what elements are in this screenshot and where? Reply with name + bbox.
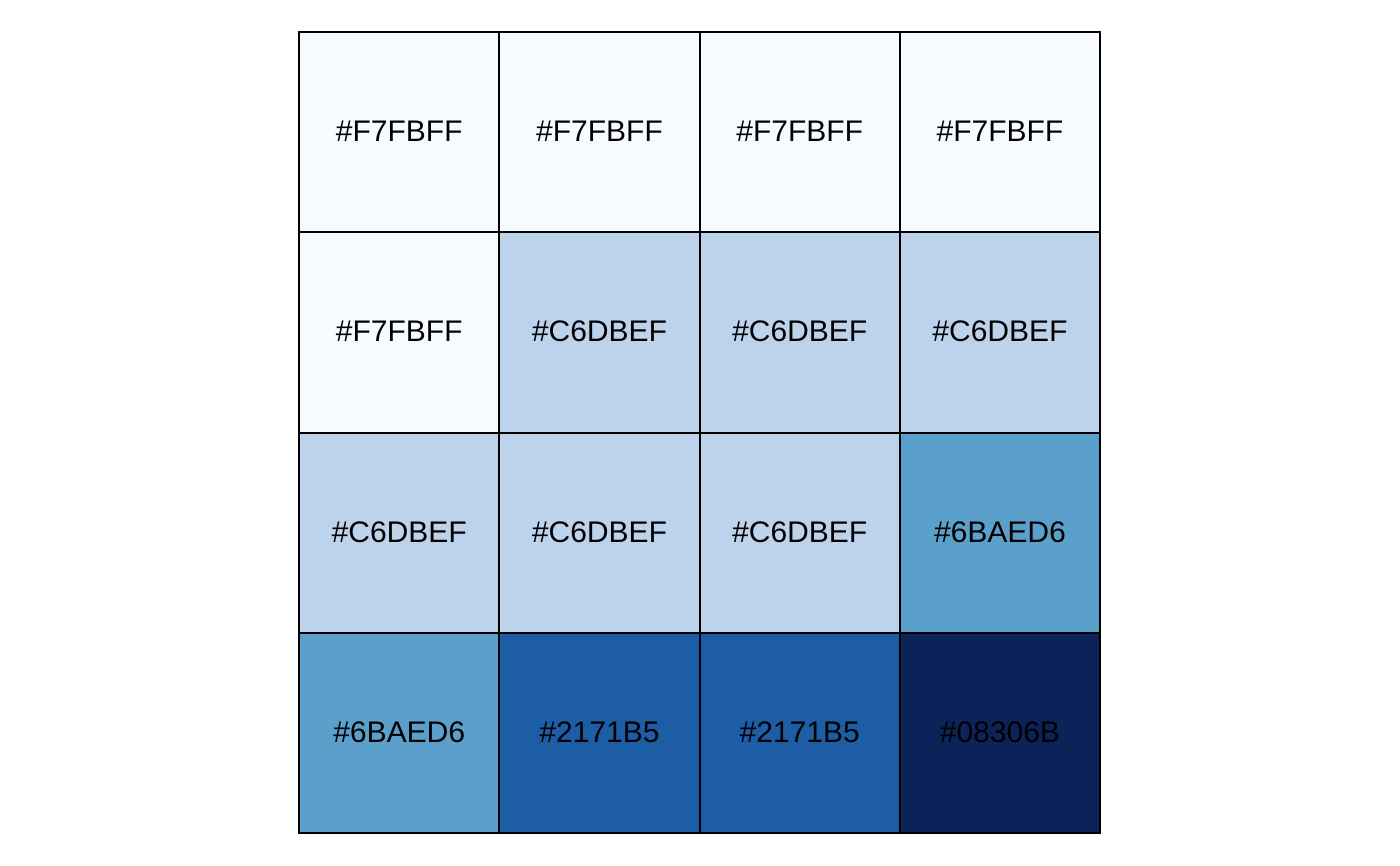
color-swatch: #C6DBEF (700, 233, 901, 434)
swatch-hex-label: #6BAED6 (333, 715, 465, 749)
color-swatch: #C6DBEF (500, 433, 701, 634)
swatch-hex-label: #C6DBEF (932, 315, 1068, 349)
swatch-hex-label: #C6DBEF (331, 515, 467, 549)
swatch-hex-label: #08306B (939, 715, 1060, 749)
color-swatch: #F7FBFF (700, 33, 901, 234)
swatch-hex-label: #F7FBFF (936, 115, 1064, 149)
swatch-hex-label: #2171B5 (739, 715, 860, 749)
color-swatch: #F7FBFF (900, 33, 1101, 234)
swatch-hex-label: #C6DBEF (531, 315, 667, 349)
color-swatch: #6BAED6 (900, 433, 1101, 634)
color-swatch: #F7FBFF (300, 233, 501, 434)
swatch-hex-label: #F7FBFF (536, 115, 663, 149)
swatch-hex-label: #F7FBFF (335, 315, 463, 349)
swatch-hex-label: #6BAED6 (934, 515, 1066, 549)
color-swatch: #C6DBEF (500, 233, 701, 434)
color-swatch: #F7FBFF (300, 33, 501, 234)
color-swatch: #08306B (900, 633, 1101, 834)
color-swatch-grid: #F7FBFF #F7FBFF #F7FBFF #F7FBFF #F7FBFF #C6DB… (298, 31, 1101, 834)
color-swatch: #C6DBEF (900, 233, 1101, 434)
swatch-hex-label: #C6DBEF (732, 515, 868, 549)
swatch-hex-label: #C6DBEF (732, 315, 868, 349)
color-swatch: #2171B5 (700, 633, 901, 834)
swatch-hex-label: #2171B5 (539, 715, 660, 749)
color-swatch: #2171B5 (500, 633, 701, 834)
swatch-hex-label: #F7FBFF (335, 115, 463, 149)
color-swatch: #C6DBEF (300, 433, 501, 634)
swatch-hex-label: #F7FBFF (736, 115, 863, 149)
color-swatch: #C6DBEF (700, 433, 901, 634)
swatch-hex-label: #C6DBEF (531, 515, 667, 549)
color-swatch: #F7FBFF (500, 33, 701, 234)
color-swatch: #6BAED6 (300, 633, 501, 834)
